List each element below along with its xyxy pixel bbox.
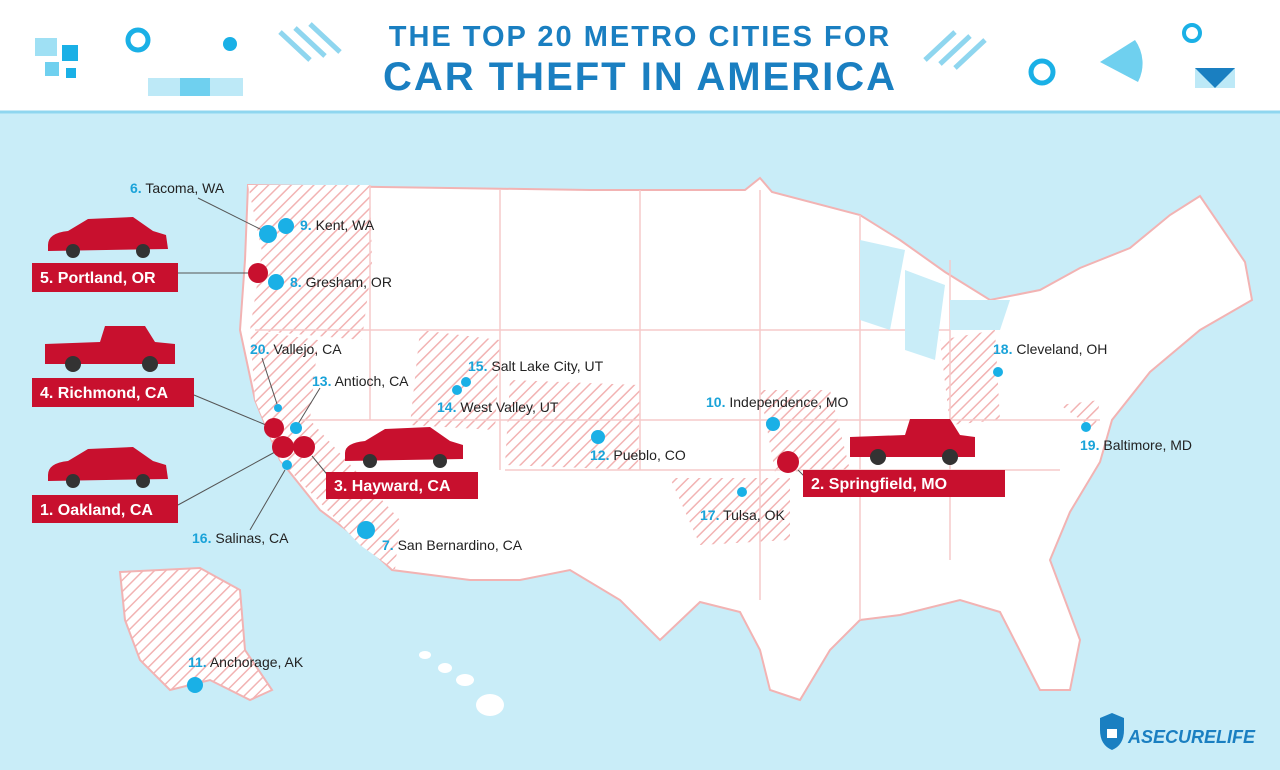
label-part: Oakland, CA [58,502,154,519]
label-part: 11. [188,654,207,670]
city-label: 12. Pueblo, CO [590,447,686,463]
label-part: 4. [40,385,53,402]
city-label: 13. Antioch, CA [312,373,409,389]
label-part: 17. [700,507,719,523]
label-part: Salinas, CA [215,530,289,546]
label-part: 19. [1080,437,1099,453]
label-part: West Valley, UT [460,399,558,415]
label-part: Tacoma, WA [145,180,224,196]
city-label: 19. Baltimore, MD [1080,437,1192,453]
label-part: 15. [468,358,487,374]
label-part: 12. [590,447,609,463]
label-part: 2. [811,476,824,493]
top5-boxes [32,263,1005,523]
title-line: THE TOP 20 METRO CITIES FOR [389,21,892,53]
city-label: 7. San Bernardino, CA [382,537,523,553]
label-part: Springfield, MO [829,476,947,493]
label-part: 9. [300,217,312,233]
city-label: 2. Springfield, MO [811,476,947,493]
label-part: Portland, OR [58,270,156,287]
label-part: 6. [130,180,142,196]
city-label: 20. Vallejo, CA [250,341,342,357]
city-labels: 5. Portland, OR 4. Richmond, CA 1. Oakla… [40,180,1192,670]
city-label: 4. Richmond, CA [40,385,168,402]
city-dots [187,218,1091,693]
label-part: Gresham, OR [306,274,392,290]
label-part: Anchorage, AK [210,654,304,670]
city-label: 8. Gresham, OR [290,274,392,290]
label-part: 18. [993,341,1012,357]
city-label: 5. Portland, OR [40,270,156,287]
label-part: 3. [334,478,347,495]
city-label: 6. Tacoma, WA [130,180,225,196]
label-part: 16. [192,530,211,546]
label-part: 7. [382,537,394,553]
logo: ASECURELIFE [1100,713,1256,750]
city-label: 16. Salinas, CA [192,530,289,546]
city-label: 14. West Valley, UT [437,399,559,415]
label-part: Antioch, CA [335,373,410,389]
label-part: Kent, WA [316,217,375,233]
city-label: 18. Cleveland, OH [993,341,1107,357]
label-part: 13. [312,373,331,389]
label-part: Baltimore, MD [1103,437,1192,453]
label-part: Hayward, CA [352,478,451,495]
label-part: Pueblo, CO [613,447,685,463]
label-part: Salt Lake City, UT [491,358,603,374]
logo-text: ASECURELIFE [1127,727,1256,747]
cars [45,217,975,488]
label-part: Cleveland, OH [1016,341,1107,357]
city-label: 3. Hayward, CA [334,478,451,495]
city-label: 17. Tulsa, OK [700,507,785,523]
city-label: 9. Kent, WA [300,217,375,233]
city-label: 15. Salt Lake City, UT [468,358,604,374]
map [118,176,1254,716]
leader-lines [177,197,807,531]
label-part: 1. [40,502,53,519]
city-label: 11. Anchorage, AK [188,654,304,670]
label-part: 14. [437,399,456,415]
city-label: 1. Oakland, CA [40,502,153,519]
label-part: 20. [250,341,269,357]
label-part: 10. [706,394,725,410]
label-part: Independence, MO [729,394,848,410]
label-part: San Bernardino, CA [398,537,523,553]
label-part: Vallejo, CA [273,341,342,357]
label-part: 5. [40,270,53,287]
city-label: 10. Independence, MO [706,394,849,410]
label-part: Tulsa, OK [723,507,785,523]
header: THE TOP 20 METRO CITIES FOR CAR THEFT IN… [0,0,1280,114]
label-part: 8. [290,274,302,290]
label-part: Richmond, CA [58,385,169,402]
title-line: CAR THEFT IN AMERICA [383,55,897,99]
